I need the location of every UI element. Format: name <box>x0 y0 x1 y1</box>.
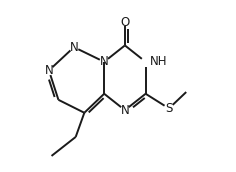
Text: N: N <box>70 41 78 54</box>
Text: NH: NH <box>150 55 168 68</box>
Text: N: N <box>121 104 129 117</box>
Text: N: N <box>100 55 109 68</box>
Text: O: O <box>120 16 130 29</box>
Text: N: N <box>45 64 53 77</box>
Text: S: S <box>165 102 173 115</box>
